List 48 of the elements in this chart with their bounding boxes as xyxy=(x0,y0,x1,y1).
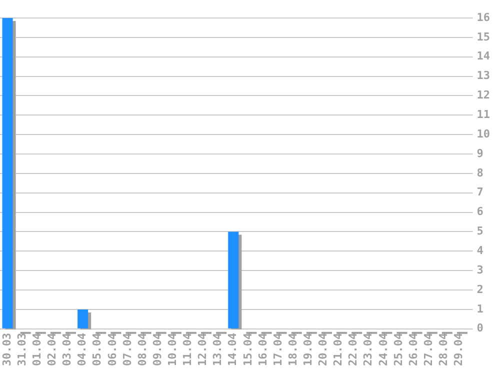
x-tick-label: 23.04 xyxy=(362,332,375,366)
y-tick-label: 3 xyxy=(476,263,484,276)
x-tick-label: 28.04 xyxy=(437,332,450,366)
x-tick-label: 12.04 xyxy=(196,332,210,366)
y-tick-label: 6 xyxy=(476,205,484,218)
x-tick-label: 08.04 xyxy=(136,332,149,366)
x-tick-label: 29.04 xyxy=(452,332,466,366)
x-tick-label: 27.04 xyxy=(422,332,435,366)
y-tick-label: 5 xyxy=(476,224,484,238)
x-tick-label: 25.04 xyxy=(392,332,405,366)
x-tick-label: 06.04 xyxy=(106,332,119,366)
y-tick-label: 7 xyxy=(476,186,484,199)
x-tick-label: 31.03 xyxy=(15,332,28,366)
x-tick-label: 30.03 xyxy=(0,332,14,366)
y-tick-label: 1 xyxy=(476,302,484,316)
x-tick-label: 05.04 xyxy=(90,332,104,366)
x-tick-label: 11.04 xyxy=(181,332,194,366)
y-tick-label: 9 xyxy=(476,146,484,160)
y-tick-label: 16 xyxy=(476,10,490,24)
x-tick-label: 17.04 xyxy=(271,332,284,366)
x-tick-label: 03.04 xyxy=(60,332,74,366)
y-tick-label: 10 xyxy=(476,127,490,140)
x-tick-label: 14.04 xyxy=(226,332,240,366)
x-tick-label: 26.04 xyxy=(406,332,420,366)
x-tick-label: 04.04 xyxy=(76,332,89,366)
y-tick-label: 0 xyxy=(476,322,484,335)
y-tick-label: 11 xyxy=(476,108,490,122)
x-tick-label: 22.04 xyxy=(346,332,360,366)
x-tick-label: 02.04 xyxy=(46,332,59,366)
x-tick-label: 13.04 xyxy=(211,332,224,366)
x-tick-label: 01.04 xyxy=(30,332,44,366)
x-tick-label: 20.04 xyxy=(316,332,330,366)
x-tick-label: 10.04 xyxy=(166,332,180,366)
x-tick-label: 24.04 xyxy=(376,332,390,366)
y-tick-label: 15 xyxy=(476,30,490,44)
x-tick-label: 07.04 xyxy=(120,332,134,366)
y-tick-label: 13 xyxy=(476,69,490,82)
x-tick-label: 16.04 xyxy=(256,332,270,366)
y-tick-label: 2 xyxy=(476,282,484,296)
y-tick-label: 12 xyxy=(476,88,490,102)
x-tick-label: 19.04 xyxy=(302,332,315,366)
y-tick-label: 4 xyxy=(476,244,484,258)
x-tick-label: 15.04 xyxy=(241,332,254,366)
x-tick-label: 18.04 xyxy=(286,332,300,366)
y-tick-label: 8 xyxy=(476,166,484,180)
x-tick-label: 09.04 xyxy=(150,332,164,366)
y-tick-label: 14 xyxy=(476,50,490,63)
x-tick-label: 21.04 xyxy=(332,332,345,366)
